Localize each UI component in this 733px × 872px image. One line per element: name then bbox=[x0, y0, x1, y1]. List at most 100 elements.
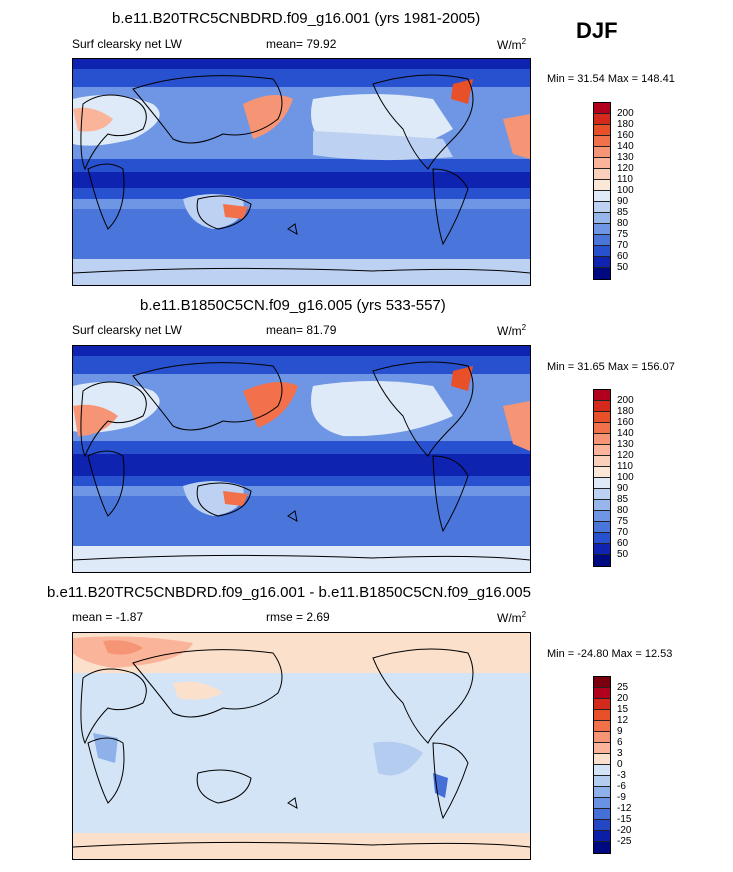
panel3-colorbar-cell bbox=[594, 809, 610, 820]
panel2-level-label: 130 bbox=[617, 439, 634, 450]
panel1-minmax: Min = 31.54 Max = 148.41 bbox=[547, 73, 675, 85]
panel3-colorbar-cell bbox=[594, 721, 610, 732]
panel3-colorbar-cell bbox=[594, 842, 610, 853]
panel2-colorbar-cell bbox=[594, 412, 610, 423]
panel1-colorbar-cell bbox=[594, 224, 610, 235]
panel3-level-label: -3 bbox=[617, 770, 626, 781]
panel2-colorbar-cell bbox=[594, 467, 610, 478]
panel3-colorbar-cell bbox=[594, 710, 610, 721]
panel1-variable-label: Surf clearsky net LW bbox=[72, 37, 182, 51]
panel1-level-label: 160 bbox=[617, 130, 634, 141]
panel3-colorbar-cell bbox=[594, 787, 610, 798]
panel3-colorbar-cell bbox=[594, 831, 610, 842]
panel2-colorbar-cell bbox=[594, 511, 610, 522]
panel1-level-label: 140 bbox=[617, 141, 634, 152]
panel1-level-label: 100 bbox=[617, 185, 634, 196]
panel1-colorbar-cell bbox=[594, 213, 610, 224]
panel2-level-label: 200 bbox=[617, 395, 634, 406]
panel1-level-label: 180 bbox=[617, 119, 634, 130]
panel2-mean-label: mean= 81.79 bbox=[266, 323, 337, 337]
panel3-colorbar-cell bbox=[594, 798, 610, 809]
panel1-map-svg bbox=[73, 59, 530, 285]
panel2-colorbar-cell bbox=[594, 445, 610, 456]
panel2-colorbar-cell bbox=[594, 533, 610, 544]
panel1-colorbar-cell bbox=[594, 268, 610, 279]
panel1-level-label: 70 bbox=[617, 240, 629, 251]
panel1-colorbar-cell bbox=[594, 191, 610, 202]
panel3-level-label: -15 bbox=[617, 814, 632, 825]
panel1-colorbar-cell bbox=[594, 158, 610, 169]
season-label: DJF bbox=[576, 18, 618, 43]
panel3-level-label: -12 bbox=[617, 803, 632, 814]
panel2-colorbar-cell bbox=[594, 489, 610, 500]
panel2-level-label: 80 bbox=[617, 505, 629, 516]
panel3-level-label: 20 bbox=[617, 693, 629, 704]
panel2-level-label: 180 bbox=[617, 406, 634, 417]
panel3-level-label: -9 bbox=[617, 792, 626, 803]
panel1-level-label: 80 bbox=[617, 218, 629, 229]
panel2-colorbar-cell bbox=[594, 500, 610, 511]
panel3-colorbar-cell bbox=[594, 743, 610, 754]
panel2-level-label: 100 bbox=[617, 472, 634, 483]
panel2-colorbar-cell bbox=[594, 544, 610, 555]
panel2-level-label: 110 bbox=[617, 461, 633, 472]
panel3-level-label: 9 bbox=[617, 726, 623, 737]
panel1-level-label: 50 bbox=[617, 262, 629, 273]
panel1-colorbar-cell bbox=[594, 202, 610, 213]
panel2-variable-label: Surf clearsky net LW bbox=[72, 323, 182, 337]
panel2-colorbar-cell bbox=[594, 522, 610, 533]
panel1-map bbox=[72, 58, 531, 286]
panel1-colorbar-cell bbox=[594, 180, 610, 191]
panel2-map-svg bbox=[73, 346, 530, 572]
panel3-colorbar-cell bbox=[594, 754, 610, 765]
panel1-colorbar-cell bbox=[594, 257, 610, 268]
panel1-colorbar-cell bbox=[594, 169, 610, 180]
panel3-level-label: 6 bbox=[617, 737, 623, 748]
panel1-level-label: 110 bbox=[617, 174, 633, 185]
panel1-colorbar-cell bbox=[594, 235, 610, 246]
panel1-colorbar-cell bbox=[594, 114, 610, 125]
panel2-level-label: 85 bbox=[617, 494, 629, 505]
panel3-colorbar-cell bbox=[594, 820, 610, 831]
panel3-colorbar-cell bbox=[594, 699, 610, 710]
panel3-colorbar bbox=[593, 676, 611, 854]
panel2-units: W/m2 bbox=[497, 323, 527, 338]
panel3-colorbar-cell bbox=[594, 776, 610, 787]
panel3-mean-label: mean = -1.87 bbox=[72, 610, 144, 624]
panel2-level-label: 60 bbox=[617, 538, 629, 549]
panel2-minmax: Min = 31.65 Max = 156.07 bbox=[547, 361, 675, 373]
panel3-colorbar-cell bbox=[594, 677, 610, 688]
panel1-colorbar-labels: 200 180 160 140 130 120 110 100 90 85 80… bbox=[617, 108, 634, 273]
panel2-title: b.e11.B1850C5CN.f09_g16.005 (yrs 533-557… bbox=[140, 297, 446, 314]
panel1-colorbar-cell bbox=[594, 246, 610, 257]
panel3-title: b.e11.B20TRC5CNBDRD.f09_g16.001 - b.e11.… bbox=[47, 584, 531, 601]
panel3-level-label: 3 bbox=[617, 748, 623, 759]
panel2-colorbar-cell bbox=[594, 456, 610, 467]
panel2-colorbar-cell bbox=[594, 390, 610, 401]
panel2-level-label: 160 bbox=[617, 417, 634, 428]
panel2-colorbar-cell bbox=[594, 555, 610, 566]
panel3-level-label: -25 bbox=[617, 836, 632, 847]
panel2-level-label: 75 bbox=[617, 516, 629, 527]
panel2-map bbox=[72, 345, 531, 573]
panel3-rmse-label: rmse = 2.69 bbox=[266, 610, 330, 624]
panel2-colorbar bbox=[593, 389, 611, 567]
panel3-colorbar-cell bbox=[594, 688, 610, 699]
panel1-level-label: 120 bbox=[617, 163, 634, 174]
panel3-level-label: 0 bbox=[617, 759, 623, 770]
panel3-level-label: -6 bbox=[617, 781, 626, 792]
panel2-colorbar-cell bbox=[594, 401, 610, 412]
panel2-colorbar-cell bbox=[594, 478, 610, 489]
panel3-units: W/m2 bbox=[497, 610, 527, 625]
panel1-mean-label: mean= 79.92 bbox=[266, 37, 337, 51]
panel1-colorbar-cell bbox=[594, 136, 610, 147]
panel3-level-label: 25 bbox=[617, 682, 629, 693]
panel1-level-label: 90 bbox=[617, 196, 629, 207]
panel1-level-label: 75 bbox=[617, 229, 629, 240]
panel1-units: W/m2 bbox=[497, 37, 527, 52]
panel3-level-label: -20 bbox=[617, 825, 632, 836]
panel1-level-label: 60 bbox=[617, 251, 629, 262]
panel3-level-label: 12 bbox=[617, 715, 629, 726]
panel1-colorbar-cell bbox=[594, 147, 610, 158]
panel2-level-label: 90 bbox=[617, 483, 629, 494]
